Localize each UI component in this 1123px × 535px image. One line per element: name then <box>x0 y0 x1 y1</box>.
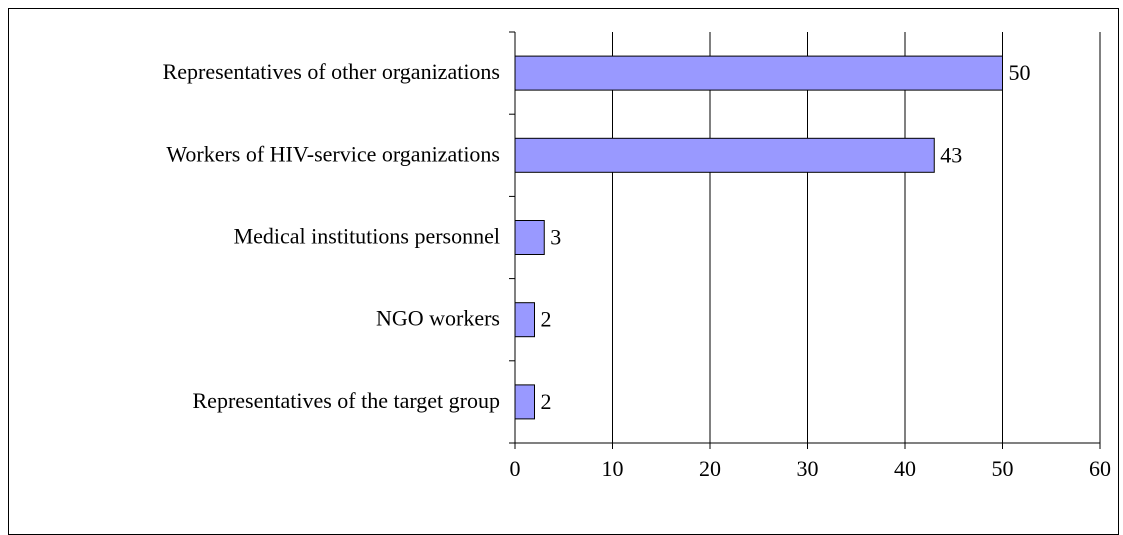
bar <box>514 302 535 338</box>
bar <box>514 55 1003 91</box>
bar <box>514 137 935 173</box>
x-tick-label: 60 <box>1089 456 1111 481</box>
x-tick-label: 20 <box>699 456 721 481</box>
y-tick-label: Workers of HIV-service organizations <box>166 141 500 166</box>
data-label: 2 <box>541 307 552 332</box>
data-label: 3 <box>550 225 561 250</box>
y-tick-label: Representatives of the target group <box>193 388 501 413</box>
x-tick-label: 50 <box>992 456 1014 481</box>
data-label: 43 <box>940 142 962 167</box>
y-tick-label: Representatives of other organizations <box>163 59 500 84</box>
y-tick-label: Medical institutions personnel <box>234 224 500 249</box>
y-tick-label: NGO workers <box>376 306 500 331</box>
x-tick-label: 0 <box>510 456 521 481</box>
x-tick-label: 30 <box>797 456 819 481</box>
x-tick-label: 10 <box>602 456 624 481</box>
data-label: 50 <box>1009 60 1031 85</box>
x-tick-label: 40 <box>894 456 916 481</box>
bar <box>514 384 535 420</box>
data-label: 2 <box>541 389 552 414</box>
bar <box>514 220 545 255</box>
